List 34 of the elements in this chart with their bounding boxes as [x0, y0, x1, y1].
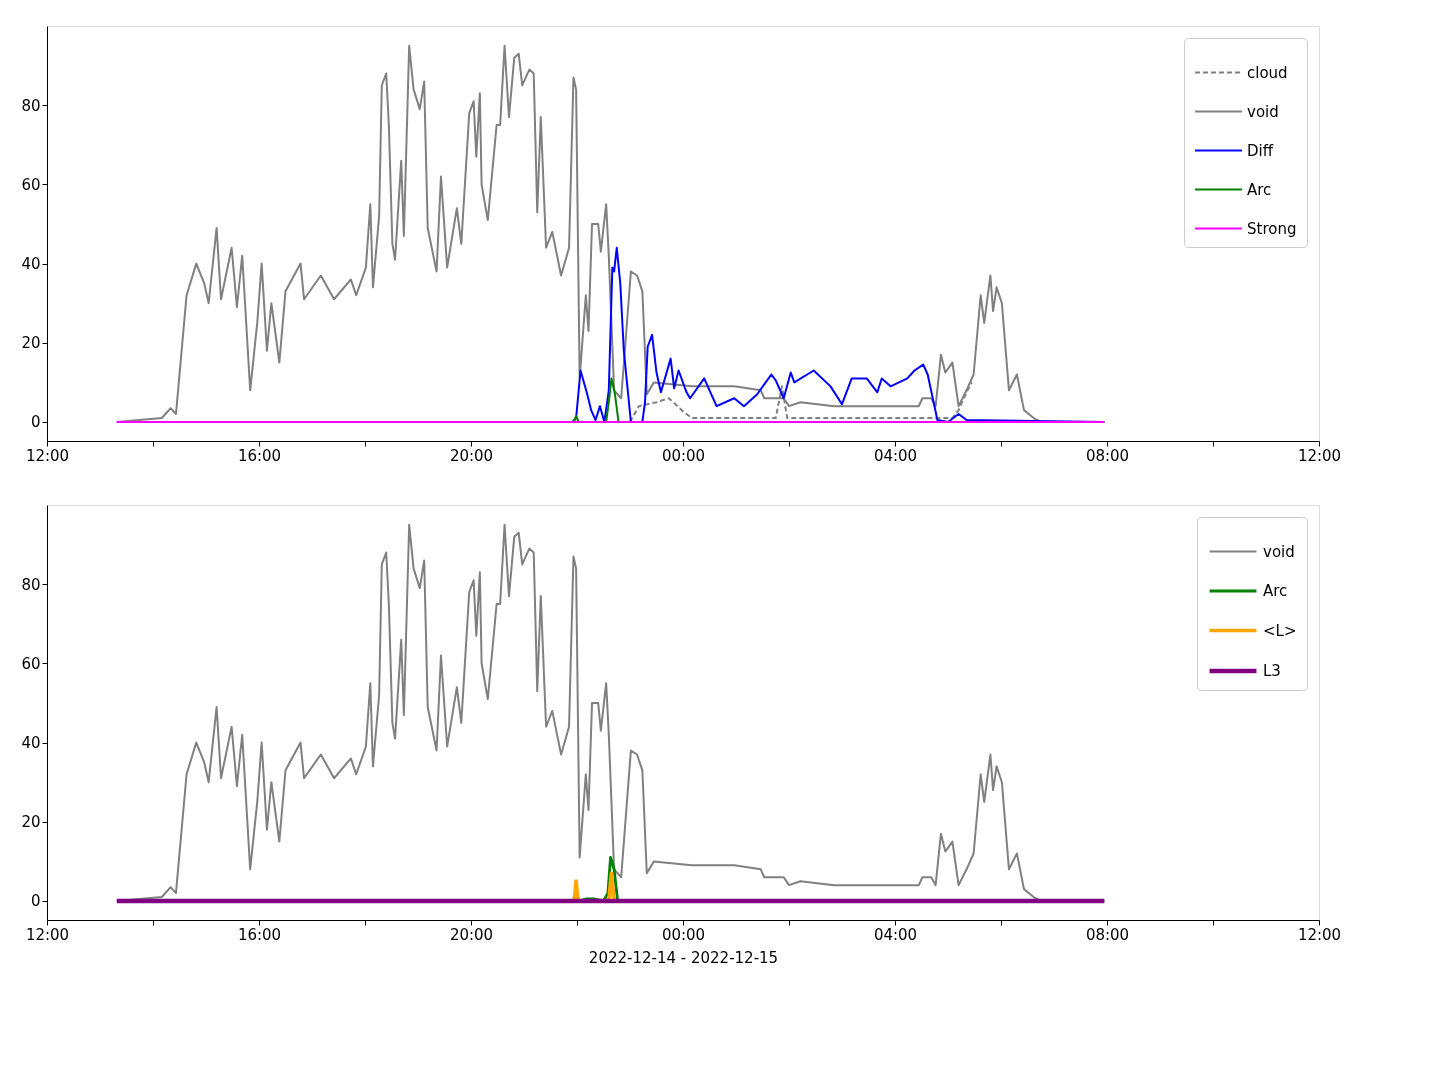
x-tick-label: 04:00: [873, 925, 918, 944]
x-tick-label: 12:00: [1297, 446, 1342, 465]
legend-label: Diff: [1247, 141, 1274, 160]
legend-label: void: [1263, 542, 1295, 561]
y-tick-label: 40: [21, 255, 41, 274]
x-tick-label: 00:00: [661, 446, 706, 465]
y-tick-label: 0: [30, 413, 41, 432]
x-tick-label: 16:00: [237, 446, 282, 465]
x-tick-label: 20:00: [449, 925, 494, 944]
y-tick-label: 20: [21, 813, 41, 832]
legend-label: Strong: [1247, 219, 1297, 238]
legend-label: L3: [1263, 662, 1281, 680]
y-tick-label: 80: [21, 96, 41, 115]
x-tick-label: 20:00: [449, 446, 494, 465]
x-axis-title: 2022-12-14 - 2022-12-15: [588, 948, 779, 967]
x-tick-label: 00:00: [661, 925, 706, 944]
legend-label: <L>: [1263, 621, 1297, 640]
y-tick-label: 80: [21, 575, 41, 594]
legend-label: Arc: [1247, 180, 1272, 199]
y-tick-label: 60: [21, 654, 41, 673]
y-tick-label: 20: [21, 334, 41, 353]
x-tick-label: 12:00: [1297, 925, 1342, 944]
y-tick-label: 0: [30, 892, 41, 911]
x-tick-label: 08:00: [1085, 446, 1130, 465]
x-tick-label: 12:00: [25, 925, 70, 944]
legend-label: cloud: [1247, 63, 1288, 82]
legend-label: Arc: [1263, 582, 1288, 600]
legend-label: void: [1247, 102, 1279, 121]
x-tick-label: 16:00: [237, 925, 282, 944]
x-tick-label: 04:00: [873, 446, 918, 465]
y-tick-label: 40: [21, 734, 41, 753]
y-tick-label: 60: [21, 175, 41, 194]
x-tick-label: 12:00: [25, 446, 70, 465]
x-tick-label: 08:00: [1085, 925, 1130, 944]
